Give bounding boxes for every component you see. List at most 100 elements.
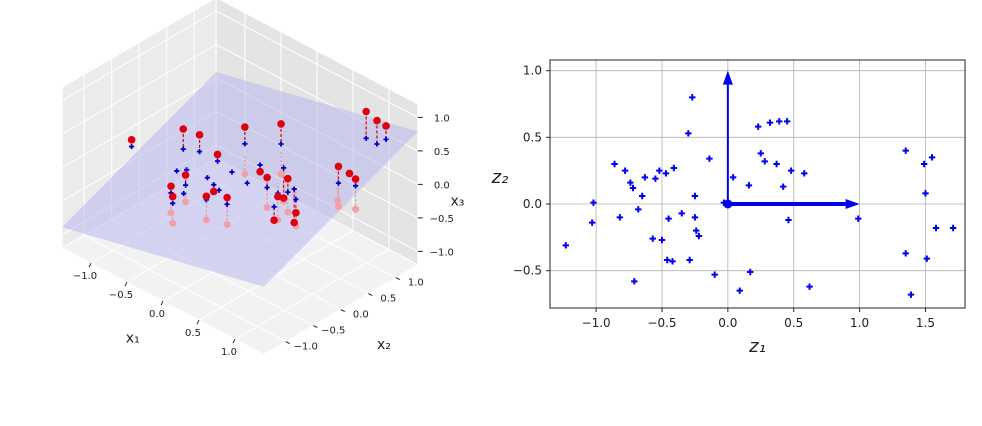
y-tick-label: 1.0 [408,278,424,289]
data-point [685,130,692,137]
point-below-plane [334,203,342,211]
data-point [652,175,659,182]
data-point [691,214,699,221]
data-point [920,160,928,168]
x-tick-label: 0.0 [149,309,165,320]
y-tick [313,325,318,329]
y-tick [395,277,401,281]
y-tick [285,341,291,345]
data-point [761,158,768,165]
point-above-plane [195,131,204,139]
data-point [902,250,909,257]
projected-point [257,162,263,168]
data-point [855,215,862,222]
data-point [923,255,930,262]
data-point [639,192,646,200]
grid-side-z [61,77,217,169]
projected-point [293,196,299,202]
data-point [747,268,754,276]
x-tick-label: 1.5 [916,316,935,330]
projected-point [229,169,235,175]
data-point [590,199,597,206]
projected-point [374,141,380,147]
grid-floor-x [198,230,354,321]
point-above-plane [373,116,381,125]
plot-frame [549,59,966,309]
projected-point [180,146,186,152]
point-above-plane [263,173,271,182]
x-tick [124,281,128,287]
y-tick-label: 1.0 [523,64,542,78]
chart-3d: −1.0−1.0−1.0−0.5−0.5−0.50.0 0.00.00.50.50… [61,0,464,358]
y-tick-label: 0.0 [523,197,542,211]
y-axis-label: z₂ [491,167,509,188]
point-above-plane [292,209,300,217]
data-point [745,182,753,189]
projected-point [383,136,389,142]
data-point [629,184,637,192]
x-tick-label: −0.5 [647,316,676,330]
grid-back-z [215,10,419,118]
data-point [773,160,780,168]
point-above-plane [279,194,288,202]
grid-side-z [61,44,217,135]
x-axis-label: z₁ [748,336,766,357]
data-point [627,179,634,186]
point-above-plane [127,136,136,144]
data-point [801,170,808,177]
y-tick-label: 0.0 [353,310,369,321]
data-point [631,278,638,285]
data-point [686,256,693,264]
z-axis-label: x₃ [450,193,464,209]
data-point [779,183,787,190]
x-tick [160,300,164,306]
data-point [670,164,678,172]
data-point [691,192,699,200]
y-tick [340,309,346,313]
projected-point [278,141,284,147]
point-below-plane [167,209,175,217]
projected-point [196,149,203,155]
projected-point [353,183,359,189]
data-point [669,258,676,265]
data-point [928,154,936,161]
x-tick [232,338,236,344]
data-point [757,150,764,157]
point-above-plane [274,192,282,201]
plot-area [550,60,965,308]
arrow-head [722,70,733,85]
point-above-plane [345,169,354,178]
data-point [588,219,596,226]
data-point [711,271,718,278]
x-tick-label: 1.0 [221,347,237,358]
point-above-plane [167,182,175,191]
data-point [658,236,666,244]
x-tick-label: 0.0 [718,316,737,330]
data-point [766,119,774,126]
origin-point [723,199,733,209]
projected-point [244,180,250,186]
point-above-plane [284,174,292,183]
x-tick [196,319,200,325]
z-tick-label: 0.5 [434,147,450,158]
projected-point [242,141,248,147]
point-below-plane [182,198,190,206]
projected-point [363,135,369,141]
y-tick-label: −0.5 [321,326,345,337]
x-tick [88,262,92,268]
point-below-plane [169,219,177,227]
grid-floor-x [234,249,390,340]
projected-point [204,175,210,181]
data-point [678,210,685,217]
projected-point [291,186,297,192]
projected-point [181,190,187,197]
data-point [664,256,671,264]
projected-point [211,182,217,188]
data-point [689,94,696,101]
x-tick-label: −1.0 [73,271,97,282]
x-tick-label: −0.5 [109,290,133,301]
point-below-plane [202,216,210,224]
z-tick-label: 1.0 [434,113,450,124]
